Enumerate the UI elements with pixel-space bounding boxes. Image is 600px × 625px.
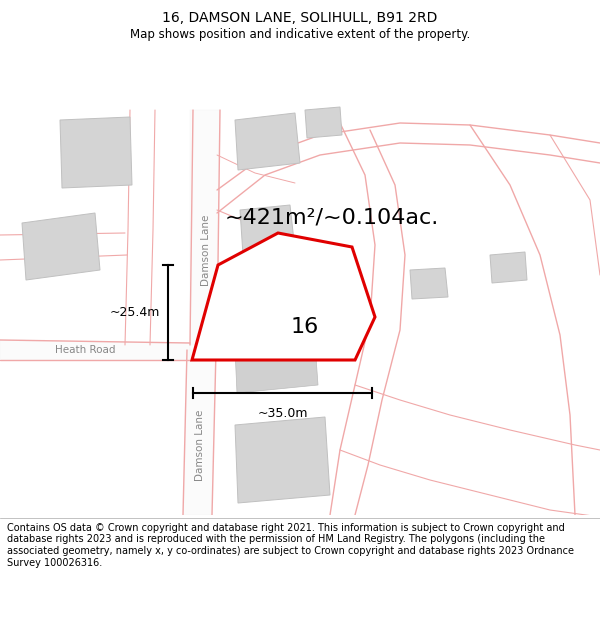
Text: Contains OS data © Crown copyright and database right 2021. This information is : Contains OS data © Crown copyright and d… [7, 522, 574, 568]
Text: 16, DAMSON LANE, SOLIHULL, B91 2RD: 16, DAMSON LANE, SOLIHULL, B91 2RD [163, 11, 437, 25]
Text: Damson Lane: Damson Lane [195, 409, 205, 481]
Polygon shape [0, 340, 190, 360]
Polygon shape [235, 113, 300, 170]
Polygon shape [22, 213, 100, 280]
Text: Heath Road: Heath Road [55, 345, 115, 355]
Polygon shape [235, 417, 330, 503]
Polygon shape [183, 350, 216, 515]
Text: Map shows position and indicative extent of the property.: Map shows position and indicative extent… [130, 28, 470, 41]
Polygon shape [190, 110, 220, 345]
Polygon shape [490, 252, 527, 283]
Text: ~25.4m: ~25.4m [110, 306, 160, 319]
Polygon shape [232, 275, 318, 393]
Text: ~35.0m: ~35.0m [257, 407, 308, 420]
Text: 16: 16 [291, 317, 319, 337]
Polygon shape [305, 107, 342, 138]
Polygon shape [240, 205, 295, 255]
Polygon shape [192, 233, 375, 360]
Text: ~421m²/~0.104ac.: ~421m²/~0.104ac. [225, 208, 439, 228]
Polygon shape [410, 268, 448, 299]
Polygon shape [60, 117, 132, 188]
Text: Damson Lane: Damson Lane [201, 214, 211, 286]
